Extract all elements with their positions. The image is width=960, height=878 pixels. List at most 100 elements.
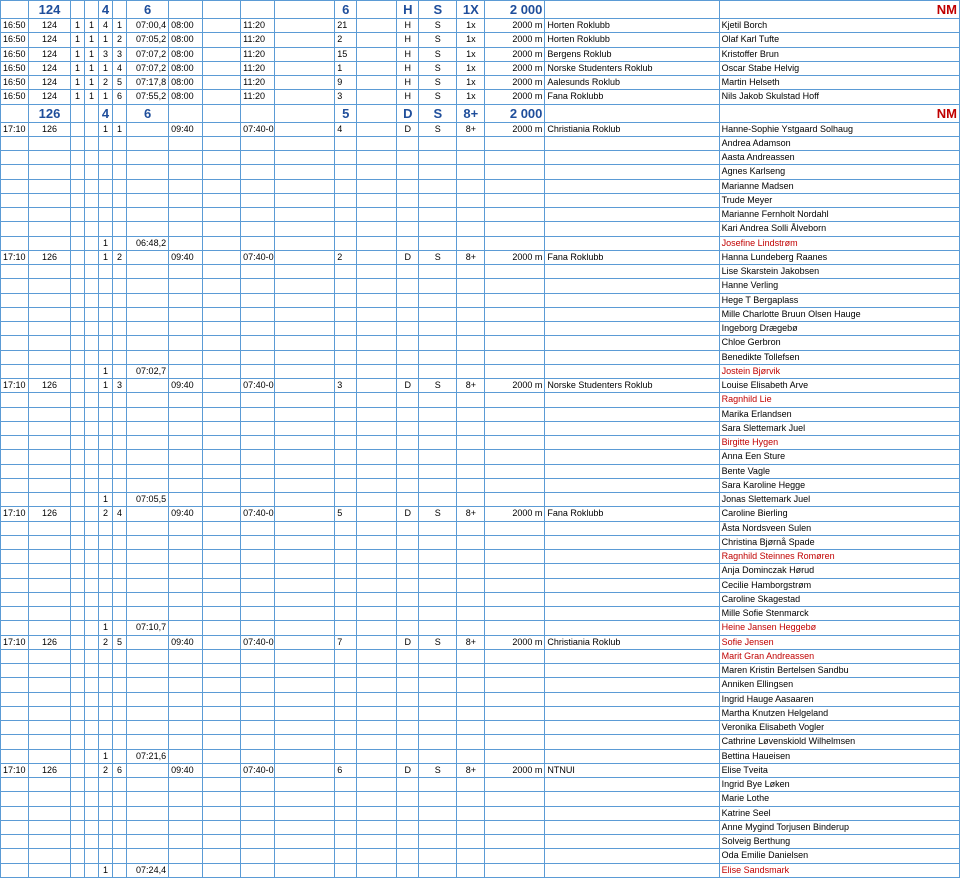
crew-name: Marianne Madsen (719, 179, 959, 193)
crew-names: Nils Jakob Skulstad Hoff (719, 90, 959, 104)
crew-name: Anna Een Sture (719, 450, 959, 464)
crew-names: Martin Helseth (719, 76, 959, 90)
crew-subrow: Anne Mygind Torjusen Binderup (1, 820, 960, 834)
crew-name: Josefine Lindstrøm (719, 236, 959, 250)
crew-subrow: Sara Karoline Hegge (1, 478, 960, 492)
crew-subrow: Cecilie Hamborgstrøm (1, 578, 960, 592)
crew-name: Caroline Skagestad (719, 592, 959, 606)
crew-name: Aasta Andreassen (719, 151, 959, 165)
crew-subrow: Marika Erlandsen (1, 407, 960, 421)
crew-subrow: Veronika Elisabeth Vogler (1, 721, 960, 735)
crew-subrow: 107:02,7Jostein Bjørvik (1, 364, 960, 378)
crew-name: Ingrid Hauge Aasaaren (719, 692, 959, 706)
crew-subrow: Chloe Gerbron (1, 336, 960, 350)
crew-name: Hege T Bergaplass (719, 293, 959, 307)
crew-subrow: Anna Een Sture (1, 450, 960, 464)
crew-subrow: Hanne Verling (1, 279, 960, 293)
crew-subrow: Ingrid Hauge Aasaaren (1, 692, 960, 706)
crew-name: Anja Dominczak Hørud (719, 564, 959, 578)
crew-name: Benedikte Tollefsen (719, 350, 959, 364)
heat-row: 17:101262609:4007:40-08:406DS8+2000 mNTN… (1, 763, 960, 777)
crew-subrow: Solveig Berthung (1, 835, 960, 849)
crew-subrow: 107:21,6Bettina Haueisen (1, 749, 960, 763)
crew-subrow: Ragnhild Lie (1, 393, 960, 407)
crew-subrow: Mille Sofie Stenmarck (1, 607, 960, 621)
crew-subrow: Oda Emilie Danielsen (1, 849, 960, 863)
crew-subrow: Martha Knutzen Helgeland (1, 706, 960, 720)
crew-name: Anne Mygind Torjusen Binderup (719, 820, 959, 834)
crew-name: Sofie Jensen (719, 635, 959, 649)
crew-name: Mille Sofie Stenmarck (719, 607, 959, 621)
crew-name: Andrea Adamson (719, 136, 959, 150)
crew-name: Oda Emilie Danielsen (719, 849, 959, 863)
crew-name: Hanne Verling (719, 279, 959, 293)
crew-name: Birgitte Hygen (719, 436, 959, 450)
crew-name: Hanne-Sophie Ystgaard Solhaug (719, 122, 959, 136)
crew-subrow: Bente Vagle (1, 464, 960, 478)
crew-name: Bente Vagle (719, 464, 959, 478)
crew-name: Chloe Gerbron (719, 336, 959, 350)
crew-subrow: Cathrine Løvenskiold Wilhelmsen (1, 735, 960, 749)
crew-name: Sara Slettemark Juel (719, 421, 959, 435)
crew-subrow: Ingrid Bye Løken (1, 778, 960, 792)
crew-name: Jostein Bjørvik (719, 364, 959, 378)
crew-subrow: Anja Dominczak Hørud (1, 564, 960, 578)
crew-subrow: 107:24,4Elise Sandsmark (1, 863, 960, 877)
heat-row: 16:50124113307:07,208:0011:2015HS1x2000 … (1, 47, 960, 61)
crew-subrow: Marie Lothe (1, 792, 960, 806)
heat-row: 16:50124111607:55,208:0011:203HS1x2000 m… (1, 90, 960, 104)
heat-row: 17:101261209:4007:40-08:402DS8+2000 mFan… (1, 250, 960, 264)
crew-name: Caroline Bierling (719, 507, 959, 521)
crew-subrow: 106:48,2Josefine Lindstrøm (1, 236, 960, 250)
crew-name: Solveig Berthung (719, 835, 959, 849)
crew-subrow: Katrine Seel (1, 806, 960, 820)
crew-name: Jonas Slettemark Juel (719, 493, 959, 507)
crew-subrow: Hege T Bergaplass (1, 293, 960, 307)
crew-subrow: Agnes Karlseng (1, 165, 960, 179)
crew-name: Marika Erlandsen (719, 407, 959, 421)
heat-row: 16:50124112507:17,808:0011:209HS1x2000 m… (1, 76, 960, 90)
crew-name: Marit Gran Andreassen (719, 649, 959, 663)
crew-name: Elise Sandsmark (719, 863, 959, 877)
regatta-table: 124466HS1X2 000NM16:50124114107:00,408:0… (0, 0, 960, 878)
crew-subrow: 107:05,5Jonas Slettemark Juel (1, 493, 960, 507)
crew-subrow: Trude Meyer (1, 193, 960, 207)
crew-subrow: Marit Gran Andreassen (1, 649, 960, 663)
crew-names: Olaf Karl Tufte (719, 33, 959, 47)
crew-name: Bettina Haueisen (719, 749, 959, 763)
crew-name: Cathrine Løvenskiold Wilhelmsen (719, 735, 959, 749)
crew-subrow: Kari Andrea Solli Ålveborn (1, 222, 960, 236)
crew-name: Åsta Nordsveen Sulen (719, 521, 959, 535)
crew-name: Veronika Elisabeth Vogler (719, 721, 959, 735)
crew-subrow: Birgitte Hygen (1, 436, 960, 450)
crew-name: Ingrid Bye Løken (719, 778, 959, 792)
crew-subrow: Caroline Skagestad (1, 592, 960, 606)
crew-names: Kjetil Borch (719, 19, 959, 33)
race-number: 124 (29, 1, 71, 19)
heat-row: 17:101262509:4007:40-08:407DS8+2000 mChr… (1, 635, 960, 649)
race-number: 126 (29, 104, 71, 122)
crew-subrow: Sara Slettemark Juel (1, 421, 960, 435)
crew-subrow: Benedikte Tollefsen (1, 350, 960, 364)
crew-name: Marie Lothe (719, 792, 959, 806)
nm-label: NM (719, 104, 959, 122)
crew-name: Anniken Ellingsen (719, 678, 959, 692)
crew-subrow: Ragnhild Steinnes Romøren (1, 550, 960, 564)
crew-subrow: Marianne Fernholt Nordahl (1, 208, 960, 222)
crew-name: Cecilie Hamborgstrøm (719, 578, 959, 592)
crew-name: Louise Elisabeth Arve (719, 379, 959, 393)
heat-row: 17:101262409:4007:40-08:405DS8+2000 mFan… (1, 507, 960, 521)
heat-row: 17:101261109:4007:40-08:404DS8+2000 mChr… (1, 122, 960, 136)
crew-subrow: Lise Skarstein Jakobsen (1, 265, 960, 279)
crew-subrow: Andrea Adamson (1, 136, 960, 150)
crew-name: Kari Andrea Solli Ålveborn (719, 222, 959, 236)
nm-label: NM (719, 1, 959, 19)
crew-name: Katrine Seel (719, 806, 959, 820)
crew-subrow: Ingeborg Drægebø (1, 322, 960, 336)
crew-subrow: Christina Bjørnå Spade (1, 535, 960, 549)
heat-row: 16:50124111407:07,208:0011:201HS1x2000 m… (1, 61, 960, 75)
crew-name: Sara Karoline Hegge (719, 478, 959, 492)
crew-subrow: Anniken Ellingsen (1, 678, 960, 692)
crew-subrow: Åsta Nordsveen Sulen (1, 521, 960, 535)
crew-name: Christina Bjørnå Spade (719, 535, 959, 549)
